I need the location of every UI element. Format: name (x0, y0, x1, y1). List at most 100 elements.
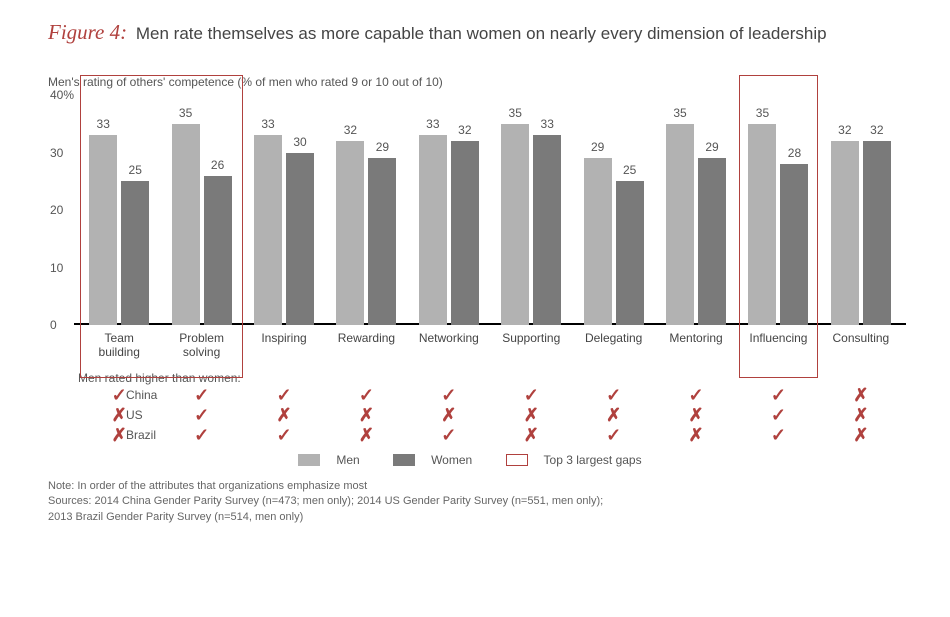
check-icon: ✓ (572, 426, 654, 444)
cross-icon: ✗ (325, 406, 407, 424)
bar-group: 3533 (490, 95, 572, 325)
check-icon: ✓ (737, 426, 819, 444)
bar-group: 3232 (820, 95, 902, 325)
bar-men: 32 (336, 141, 364, 325)
bar-group: 3229 (325, 95, 407, 325)
category-label: Delegating (572, 325, 654, 361)
bar-group: 3526 (160, 95, 242, 325)
bar-men: 33 (254, 135, 282, 325)
check-icon: ✓ (490, 386, 572, 404)
bar-men: 35 (501, 124, 529, 325)
bar-value: 25 (616, 163, 644, 177)
category-label: Influencing (737, 325, 819, 361)
figure-title: Figure 4: Men rate themselves as more ca… (48, 20, 902, 45)
check-icon: ✓ (655, 386, 737, 404)
bar-women: 32 (863, 141, 891, 325)
bar-value: 32 (863, 123, 891, 137)
country-name: China (126, 388, 157, 402)
bar-value: 29 (368, 140, 396, 154)
cross-icon: ✗ (78, 406, 160, 424)
bar-value: 35 (666, 106, 694, 120)
y-tick: 40% (50, 88, 74, 102)
bar-value: 33 (533, 117, 561, 131)
check-icon: ✓ (572, 386, 654, 404)
legend-gap-swatch (506, 454, 528, 466)
check-icon: ✓ (325, 386, 407, 404)
category-label: Problemsolving (160, 325, 242, 361)
category-label: Rewarding (325, 325, 407, 361)
country-row: China✓✓✓✓✓✓✓✓✓✗ (78, 385, 902, 405)
legend-men: Men (336, 453, 359, 467)
check-icon: ✓ (160, 406, 242, 424)
bar-value: 35 (748, 106, 776, 120)
bar-value: 32 (336, 123, 364, 137)
check-icon: ✓ (160, 386, 242, 404)
check-icon: ✓ (243, 386, 325, 404)
legend: Men Women Top 3 largest gaps (48, 453, 902, 469)
bar-group: 35 29 (655, 95, 737, 325)
category-label: Teambuilding (78, 325, 160, 361)
bar-group: 2925 (572, 95, 654, 325)
bar-value: 29 (584, 140, 612, 154)
bar-value: 32 (451, 123, 479, 137)
bar-value: 33 (254, 117, 282, 131)
y-tick: 0 (50, 318, 57, 332)
bar-value: 28 (780, 146, 808, 160)
check-icon: ✓ (243, 426, 325, 444)
bar-women: 33 (533, 135, 561, 325)
check-icon: ✓ (160, 426, 242, 444)
bar-value: 26 (204, 158, 232, 172)
bar-value: 25 (121, 163, 149, 177)
country-name: US (126, 408, 143, 422)
bar-men: 33 (419, 135, 447, 325)
bar-value: 35 (501, 106, 529, 120)
category-labels: TeambuildingProblemsolvingInspiringRewar… (78, 325, 902, 361)
category-label: Inspiring (243, 325, 325, 361)
bar-women: 29 (368, 158, 396, 325)
cross-icon: ✗ (490, 426, 572, 444)
country-name: Brazil (126, 428, 156, 442)
bar-value: 30 (286, 135, 314, 149)
category-label: Networking (408, 325, 490, 361)
check-icon: ✓ (737, 386, 819, 404)
bar-men: 32 (831, 141, 859, 325)
bar-men: 35 (666, 124, 694, 325)
y-tick: 10 (50, 261, 63, 275)
bar-women: 32 (451, 141, 479, 325)
bar-value: 32 (831, 123, 859, 137)
check-icon: ✓ (408, 386, 490, 404)
bar-women: 26 (204, 176, 232, 326)
bar-women: 25 (616, 181, 644, 325)
bar-group: 3528 (737, 95, 819, 325)
cross-icon: ✗ (408, 406, 490, 424)
bar-value: 29 (698, 140, 726, 154)
bar-group: 3332 (408, 95, 490, 325)
cross-icon: ✗ (572, 406, 654, 424)
legend-gap: Top 3 largest gaps (544, 453, 642, 467)
bar-group: 33 30 (243, 95, 325, 325)
country-row: Brazil✗✓✓✗✓✗✓✗✓✗ (78, 425, 902, 445)
legend-women: Women (431, 453, 472, 467)
cross-icon: ✗ (655, 426, 737, 444)
bar-value: 33 (419, 117, 447, 131)
category-label: Consulting (820, 325, 902, 361)
cross-icon: ✗ (325, 426, 407, 444)
y-axis-label: Men's rating of others' competence (% of… (48, 75, 902, 89)
y-tick: 30 (50, 146, 63, 160)
bar-chart: 010203040%332535263330322933323533292535… (78, 95, 902, 325)
y-tick: 20 (50, 203, 63, 217)
footnote: Note: In order of the attributes that or… (48, 479, 902, 525)
country-row: US✗✓✗✗✗✗✗✗✓✗ (78, 405, 902, 425)
cross-icon: ✗ (820, 426, 902, 444)
bar-value: 35 (172, 106, 200, 120)
cross-icon: ✗ (243, 406, 325, 424)
figure-number: Figure 4: (48, 20, 127, 44)
bar-men: 35 (172, 124, 200, 325)
bar-men: 29 (584, 158, 612, 325)
figure-title-text: Men rate themselves as more capable than… (136, 24, 827, 43)
cross-icon: ✗ (490, 406, 572, 424)
check-icon: ✓ (737, 406, 819, 424)
bar-women: 28 (780, 164, 808, 325)
cross-icon: ✗ (820, 406, 902, 424)
bar-men: 35 (748, 124, 776, 325)
